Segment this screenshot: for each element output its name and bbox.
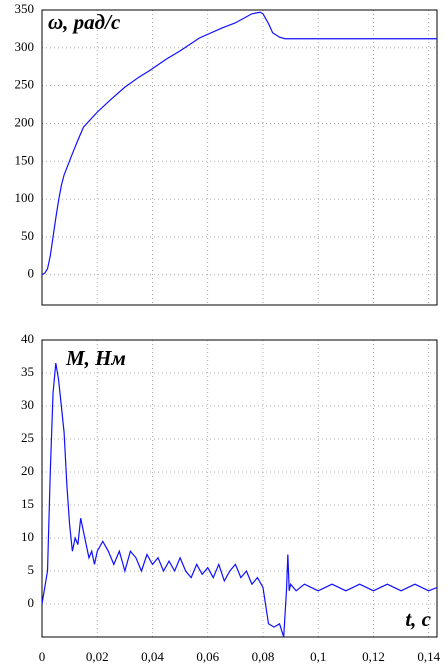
plot-frame	[41, 339, 438, 638]
x-tick-label: 0,02	[86, 649, 109, 664]
x-tick-label: 0,06	[196, 649, 219, 664]
axis-annotation: M, Нм	[65, 346, 126, 370]
y-tick-label: 30	[21, 397, 34, 412]
y-tick-label: 0	[28, 266, 35, 281]
y-tick-label: 20	[21, 463, 34, 478]
y-tick-label: 0	[28, 595, 35, 610]
y-tick-label: 25	[21, 430, 34, 445]
axis-annotation: ω, рад/с	[48, 10, 121, 34]
y-tick-label: 15	[21, 496, 34, 511]
y-tick-label: 5	[28, 562, 35, 577]
y-tick-label: 50	[21, 228, 34, 243]
y-tick-label: 350	[15, 1, 35, 16]
data-line	[41, 363, 438, 638]
y-tick-label: 10	[21, 529, 34, 544]
y-tick-label: 35	[21, 364, 34, 379]
y-tick-label: 40	[21, 331, 34, 346]
plot-frame	[41, 9, 438, 306]
axis-annotation: t, c	[405, 607, 431, 631]
y-tick-label: 300	[15, 39, 35, 54]
y-tick-label: 200	[15, 114, 35, 129]
x-tick-label: 0,04	[141, 649, 164, 664]
x-tick-label: 0,08	[252, 649, 275, 664]
data-line	[41, 11, 437, 276]
x-tick-label: 0,14	[417, 649, 440, 664]
x-tick-label: 0	[39, 649, 46, 664]
y-tick-label: 250	[15, 77, 35, 92]
x-tick-label: 0,12	[362, 649, 385, 664]
x-tick-label: 0,1	[310, 649, 326, 664]
y-tick-label: 100	[15, 190, 35, 205]
y-tick-label: 150	[15, 152, 35, 167]
